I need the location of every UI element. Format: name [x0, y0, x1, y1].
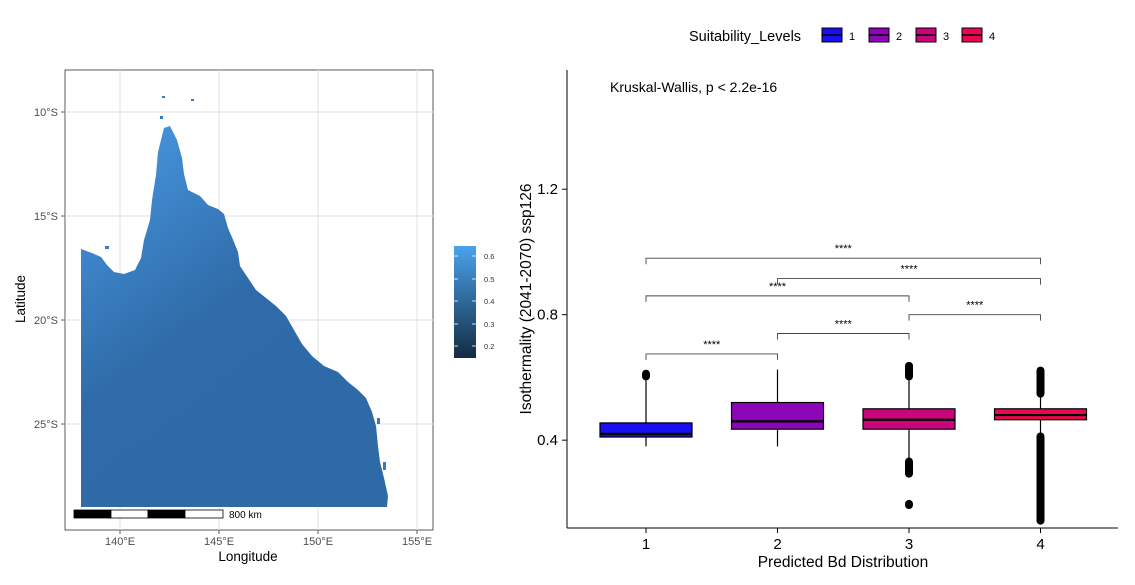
island-mark — [383, 462, 386, 470]
kruskal-wallis-label: Kruskal-Wallis, p < 2.2e-16 — [610, 79, 777, 95]
box — [730, 401, 825, 430]
x-tick-label: 4 — [1036, 536, 1044, 553]
significance-label: **** — [835, 243, 853, 255]
map-x-tick-label: 145°E — [204, 536, 234, 548]
boxplot-panel: Suitability_Levels 1 2 3 4 0.4 0.8 1.2 1 2 3 4 *… — [518, 27, 1118, 571]
colorbar-tick-label: 0.3 — [484, 320, 494, 329]
x-tick-label: 2 — [773, 536, 781, 553]
legend-key-3: 3 — [915, 27, 949, 43]
legend-title: Suitability_Levels — [689, 29, 801, 45]
map-x-ticks — [119, 530, 418, 534]
map-y-tick-label: 25°S — [34, 419, 58, 431]
legend-key-1: 1 — [821, 27, 855, 43]
scalebar: 800 km — [73, 509, 262, 521]
island-mark — [160, 116, 163, 119]
colorbar-tick-label: 0.5 — [484, 275, 494, 284]
y-tick-label: 0.8 — [537, 307, 558, 324]
island-mark — [377, 418, 380, 424]
scalebar-segment — [73, 509, 112, 519]
island-mark — [191, 99, 194, 101]
map-y-ticks — [61, 111, 65, 425]
island-mark — [105, 246, 109, 249]
scalebar-segment — [110, 509, 149, 519]
map-y-axis-title: Latitude — [13, 275, 28, 323]
x-tick-label: 3 — [905, 536, 913, 553]
significance-bracket — [908, 314, 1041, 321]
colorbar-gradient — [454, 246, 476, 358]
map-panel: 800 km 140°E 145°E 150°E 155°E 10°S 15°S… — [13, 69, 494, 564]
significance-label: **** — [900, 264, 918, 276]
significance-label: **** — [835, 319, 853, 331]
colorbar-tick-label: 0.2 — [484, 342, 494, 351]
legend-label: 3 — [943, 31, 949, 43]
y-axis-title: Isothermality (2041-2070) ssp126 — [518, 184, 535, 415]
legend-label: 1 — [849, 31, 855, 43]
legend-label: 2 — [896, 31, 902, 43]
scalebar-segment — [184, 509, 224, 519]
legend: Suitability_Levels 1 2 3 4 — [689, 27, 995, 45]
colorbar-tick-label: 0.4 — [484, 297, 494, 306]
legend-key-2: 2 — [868, 27, 902, 43]
map-y-tick-label: 15°S — [34, 211, 58, 223]
significance-bracket — [777, 333, 910, 340]
map-y-tick-label: 20°S — [34, 315, 58, 327]
legend-label: 4 — [989, 31, 995, 43]
map-x-tick-label: 140°E — [105, 536, 135, 548]
scalebar-label: 800 km — [229, 510, 262, 521]
map-x-tick-label: 155°E — [402, 536, 432, 548]
significance-bracket — [777, 278, 1041, 285]
x-tick-label: 1 — [642, 536, 650, 553]
significance-label: **** — [966, 300, 984, 312]
significance-label: **** — [703, 339, 721, 351]
legend-key-4: 4 — [961, 27, 995, 43]
map-x-axis-title: Longitude — [218, 549, 277, 564]
colorbar: 0.6 0.5 0.4 0.3 0.2 — [454, 246, 494, 358]
significance-bracket — [645, 353, 778, 360]
island-mark — [162, 96, 165, 98]
significance-bracket — [645, 257, 1041, 265]
map-x-tick-label: 150°E — [303, 536, 333, 548]
map-y-tick-label: 10°S — [34, 107, 58, 119]
significance-label: **** — [769, 281, 787, 293]
significance-bracket — [645, 295, 910, 302]
colorbar-tick-label: 0.6 — [484, 252, 494, 261]
x-axis-title: Predicted Bd Distribution — [758, 554, 929, 571]
scalebar-segment — [147, 509, 186, 519]
y-tick-label: 1.2 — [537, 181, 558, 198]
queensland-landmass — [81, 126, 388, 507]
y-tick-label: 0.4 — [537, 432, 558, 449]
